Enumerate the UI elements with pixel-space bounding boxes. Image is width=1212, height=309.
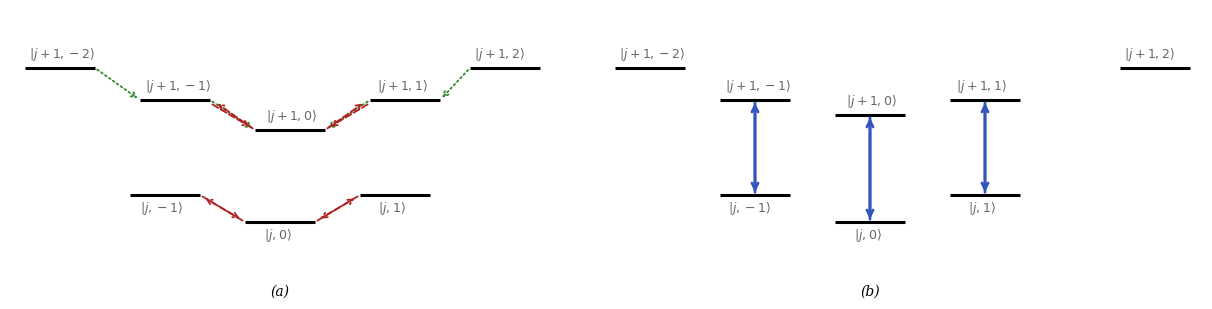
Text: $|j,1\rangle$: $|j,1\rangle$ xyxy=(378,200,406,217)
Text: $|j+1,2\rangle$: $|j+1,2\rangle$ xyxy=(1125,46,1176,63)
Text: $|j+1,2\rangle$: $|j+1,2\rangle$ xyxy=(474,46,526,63)
Text: (b): (b) xyxy=(861,285,880,299)
Text: $|j,1\rangle$: $|j,1\rangle$ xyxy=(968,200,996,217)
Text: $|j+1,1\rangle$: $|j+1,1\rangle$ xyxy=(377,78,429,95)
Text: $|j+1,0\rangle$: $|j+1,0\rangle$ xyxy=(267,108,318,125)
Text: $|j,0\rangle$: $|j,0\rangle$ xyxy=(264,227,292,244)
Text: $|j+1,1\rangle$: $|j+1,1\rangle$ xyxy=(956,78,1007,95)
Text: $|j+1,-2\rangle$: $|j+1,-2\rangle$ xyxy=(619,46,685,63)
Text: $|j+1,-2\rangle$: $|j+1,-2\rangle$ xyxy=(29,46,96,63)
Text: $|j+1,-1\rangle$: $|j+1,-1\rangle$ xyxy=(144,78,211,95)
Text: $|j+1,0\rangle$: $|j+1,0\rangle$ xyxy=(846,93,898,110)
Text: $|j+1,-1\rangle$: $|j+1,-1\rangle$ xyxy=(725,78,791,95)
Text: $|j,0\rangle$: $|j,0\rangle$ xyxy=(854,227,882,244)
Text: $|j,-1\rangle$: $|j,-1\rangle$ xyxy=(141,200,183,217)
Text: $|j,-1\rangle$: $|j,-1\rangle$ xyxy=(728,200,772,217)
Text: (a): (a) xyxy=(270,285,290,299)
